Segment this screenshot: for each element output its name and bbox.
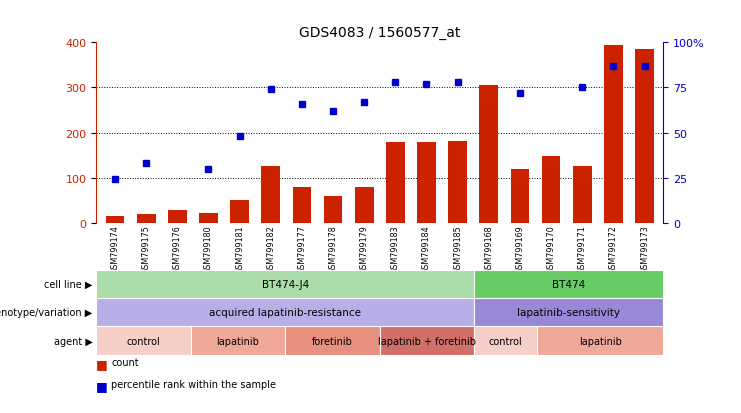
Text: genotype/variation ▶: genotype/variation ▶ [0,308,93,318]
Text: GSM799182: GSM799182 [266,224,275,273]
Text: lapatinib: lapatinib [579,336,622,346]
Bar [537,327,663,355]
Bar [635,50,654,223]
Text: GSM799168: GSM799168 [485,224,494,273]
Text: BT474: BT474 [552,280,585,290]
Bar [262,167,280,223]
Text: lapatinib-sensitivity: lapatinib-sensitivity [517,308,620,318]
Bar [604,45,622,223]
Bar [230,201,249,223]
Text: agent ▶: agent ▶ [54,336,93,346]
Text: ■: ■ [96,380,108,392]
Text: ■: ■ [96,357,108,370]
Text: GSM799169: GSM799169 [516,224,525,273]
Text: control: control [489,336,522,346]
Text: GSM799175: GSM799175 [142,224,150,273]
Text: BT474-J4: BT474-J4 [262,280,309,290]
Text: count: count [111,357,139,367]
Bar [386,143,405,223]
Bar [96,271,474,299]
Bar [137,214,156,223]
Text: lapatinib + foretinib: lapatinib + foretinib [378,336,476,346]
Title: GDS4083 / 1560577_at: GDS4083 / 1560577_at [299,26,460,40]
Text: acquired lapatinib-resistance: acquired lapatinib-resistance [209,308,362,318]
Bar [355,187,373,223]
Text: GSM799177: GSM799177 [297,224,306,273]
Text: GSM799178: GSM799178 [328,224,338,273]
Bar [417,143,436,223]
Bar [448,141,467,223]
Bar [324,196,342,223]
Text: cell line ▶: cell line ▶ [44,280,93,290]
Text: GSM799179: GSM799179 [359,224,369,273]
Bar [474,299,663,327]
Bar [199,213,218,223]
Text: lapatinib: lapatinib [216,336,259,346]
Text: GSM799181: GSM799181 [235,224,244,273]
Bar [293,188,311,223]
Bar [191,327,285,355]
Bar [511,169,529,223]
Bar [96,327,191,355]
Bar [573,167,591,223]
Text: GSM799185: GSM799185 [453,224,462,273]
Text: GSM799184: GSM799184 [422,224,431,273]
Bar [106,216,124,223]
Bar [96,299,474,327]
Text: percentile rank within the sample: percentile rank within the sample [111,380,276,389]
Text: GSM799172: GSM799172 [609,224,618,273]
Text: GSM799176: GSM799176 [173,224,182,273]
Bar [168,211,187,223]
Text: foretinib: foretinib [312,336,353,346]
Text: GSM799173: GSM799173 [640,224,649,273]
Bar [542,157,560,223]
Bar [474,327,537,355]
Text: GSM799174: GSM799174 [110,224,119,273]
Text: GSM799170: GSM799170 [547,224,556,273]
Text: GSM799171: GSM799171 [578,224,587,273]
Text: GSM799180: GSM799180 [204,224,213,273]
Bar [479,86,498,223]
Bar [379,327,474,355]
Bar [285,327,379,355]
Text: GSM799183: GSM799183 [391,224,400,273]
Bar [474,271,663,299]
Text: control: control [127,336,161,346]
